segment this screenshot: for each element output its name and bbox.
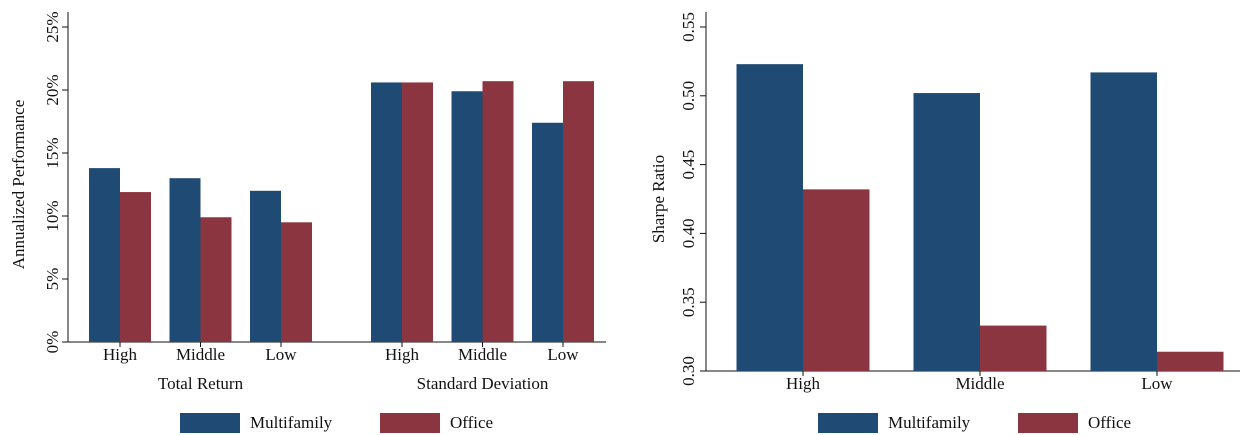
y-tick-label: 0% [43,331,62,354]
y-tick-label: 25% [43,11,62,42]
bar [169,178,201,342]
bar [250,190,281,342]
bar [402,82,433,342]
y-tick-label: 0.55 [679,12,698,42]
y-tick-label: 0.45 [679,150,698,180]
legend-swatch [180,413,240,433]
bar [532,122,563,342]
bar [1090,72,1157,372]
y-tick-label: 20% [43,74,62,105]
y-tick-label: 0.35 [679,287,698,317]
legend-label: Multifamily [888,413,971,432]
bar [120,192,151,342]
legend-label: Multifamily [250,413,333,432]
bar [482,81,514,343]
x-tick-label: Low [265,345,297,364]
bar [913,93,980,371]
y-axis-label: Annualized Performance [9,100,28,269]
x-tick-label: Middle [955,374,1004,393]
x-tick-label: Low [547,345,579,364]
legend-swatch [380,413,440,433]
x-tick-label: High [103,345,138,364]
x-tick-label: High [385,345,420,364]
bar [451,91,483,342]
y-tick-label: 0.30 [679,356,698,386]
y-tick-label: 5% [43,268,62,291]
legend-label: Office [1088,413,1131,432]
x-tick-label: Middle [176,345,225,364]
bar [371,82,402,342]
bar [980,325,1047,371]
bar [89,168,120,342]
y-tick-label: 0.50 [679,81,698,111]
bar [281,222,312,342]
legend-swatch [818,413,878,433]
y-tick-label: 10% [43,200,62,231]
bar [563,81,594,343]
legend-label: Office [450,413,493,432]
bar [1157,351,1224,371]
bar [736,64,803,371]
y-tick-label: 0.40 [679,219,698,249]
legend-swatch [1018,413,1078,433]
bar [200,217,232,342]
y-tick-label: 15% [43,137,62,168]
x-tick-label: High [786,374,821,393]
group-label: Standard Deviation [417,374,549,393]
group-label: Total Return [158,374,244,393]
x-tick-label: Low [1141,374,1173,393]
bar [803,189,870,371]
y-axis-label: Sharpe Ratio [649,155,668,243]
x-tick-label: Middle [458,345,507,364]
